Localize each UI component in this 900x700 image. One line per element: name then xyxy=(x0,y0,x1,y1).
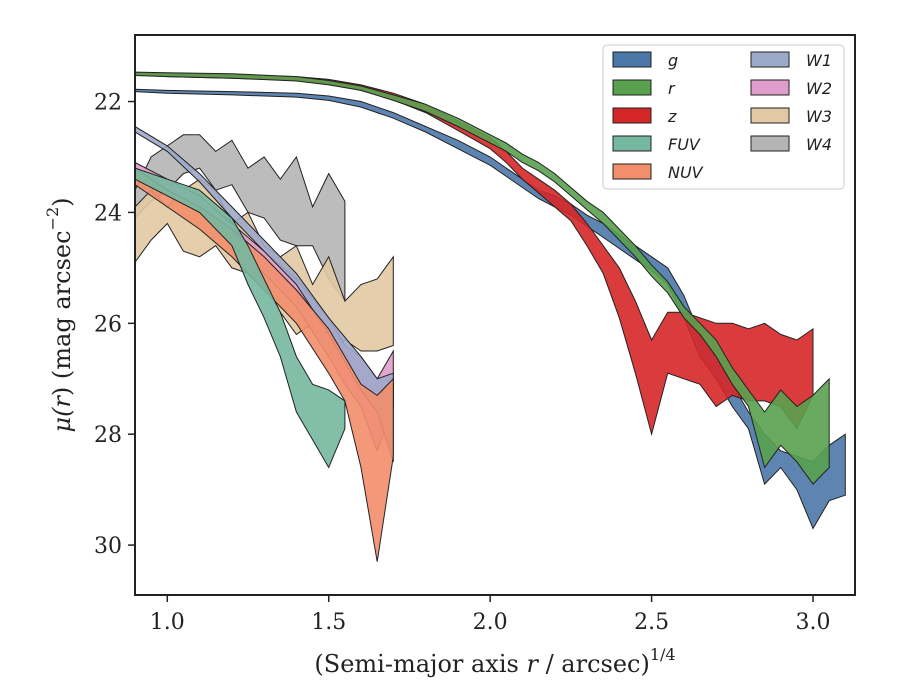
legend-item-fuv: FUV xyxy=(612,135,701,154)
x-tick-label: 1.0 xyxy=(150,610,185,635)
x-tick-label: 2.0 xyxy=(473,610,508,635)
legend-label: z xyxy=(667,107,677,126)
plot-frame xyxy=(134,34,856,596)
y-axis-label: μ(r) (mag arcsec−2) xyxy=(43,197,76,432)
legend-swatch xyxy=(750,135,790,152)
legend-label: g xyxy=(668,51,678,70)
band-w1 xyxy=(135,125,394,463)
legend-item-r: r xyxy=(612,79,676,98)
y-tick-label: 28 xyxy=(94,423,122,448)
y-tick-label: 26 xyxy=(94,312,122,337)
legend-swatch xyxy=(612,107,652,124)
legend-item-w1: W1 xyxy=(750,51,832,70)
x-tick-label: 1.5 xyxy=(311,610,346,635)
legend-label: W3 xyxy=(806,107,832,126)
legend-item-g: g xyxy=(612,51,678,70)
y-tick-label: 22 xyxy=(94,91,122,116)
legend-swatch xyxy=(612,163,652,180)
legend-label: r xyxy=(668,79,676,98)
legend-label: W1 xyxy=(806,51,832,70)
legend-item-w4: W4 xyxy=(750,135,832,154)
legend-swatch xyxy=(750,107,790,124)
legend-swatch xyxy=(612,135,652,152)
band-fuv xyxy=(135,167,346,469)
x-tick-label: 3.0 xyxy=(796,610,831,635)
data-bands xyxy=(135,71,846,562)
legend-item-z: z xyxy=(612,107,677,126)
legend-label: W4 xyxy=(806,135,832,154)
legend-item-w3: W3 xyxy=(750,107,832,126)
axes: 1.0 1.5 2.0 2.5 3.0 22 24 26 28 30 xyxy=(94,34,856,635)
legend-item-nuv: NUV xyxy=(612,163,704,182)
x-tick-label: 2.5 xyxy=(634,610,669,635)
legend-label: W2 xyxy=(806,79,832,98)
band-nuv xyxy=(135,167,394,562)
legend-label: NUV xyxy=(668,163,704,182)
legend-label: FUV xyxy=(668,135,701,154)
legend: grz FUV NUV W1 W2 W3 W4 xyxy=(602,44,845,190)
y-tick-label: 30 xyxy=(94,534,122,559)
band-g xyxy=(135,88,846,530)
legend-item-w2: W2 xyxy=(750,79,832,98)
legend-swatch xyxy=(750,79,790,96)
legend-swatch xyxy=(612,79,652,96)
legend-swatch xyxy=(612,51,652,68)
y-tick-label: 24 xyxy=(94,201,122,226)
x-axis-label: (Semi-major axis r / arcsec)1/4 xyxy=(314,645,675,678)
band-r xyxy=(135,71,830,485)
legend-swatch xyxy=(750,51,790,68)
